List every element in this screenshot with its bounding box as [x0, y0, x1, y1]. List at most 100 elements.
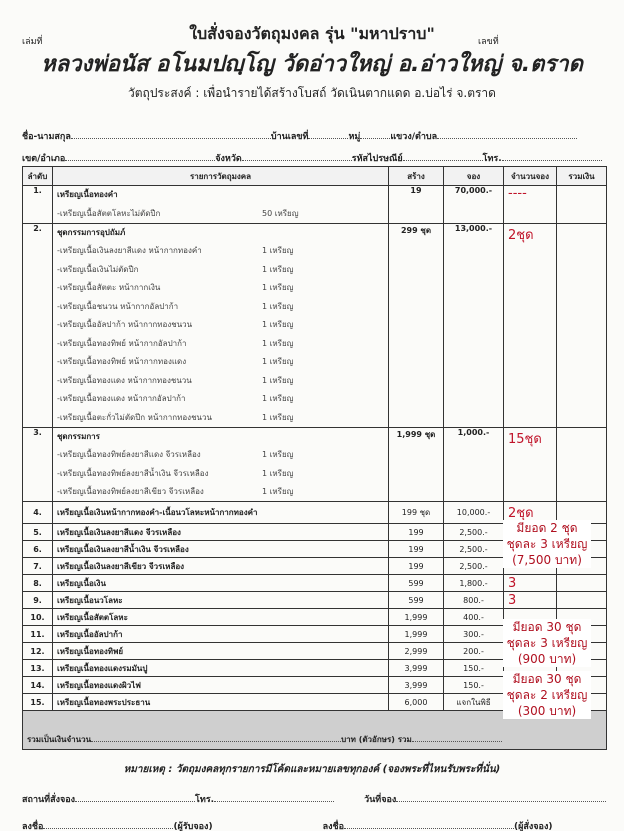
- total-cell: [556, 426, 607, 502]
- postcode-field[interactable]: [402, 151, 483, 161]
- sub-item-name: -เหรียญเนื้อสัตตโลหะไม่ตัดปีก: [57, 208, 161, 218]
- table-row: 1. เหรียญเนื้อทองคำ -เหรียญเนื้อสัตตโลหะไม…: [22, 185, 607, 224]
- footer-phone-label: โทร.: [195, 795, 215, 805]
- orderer-sign-field[interactable]: [344, 819, 514, 829]
- moo-field[interactable]: [360, 129, 391, 139]
- subdistrict-field[interactable]: [437, 129, 578, 139]
- price: 2,500.-: [443, 540, 504, 558]
- item-cell: ชุดกรรมการ -เหรียญเนื้อทองทิพย์ลงยาสีแดง …: [52, 426, 389, 502]
- row-number: 3.: [22, 426, 53, 502]
- table-row: 10. เหรียญเนื้อสัตตโลหะ 1,999 400.-: [22, 608, 607, 626]
- district-label: เขต/อำเภอ: [22, 154, 66, 164]
- price: 2,500.-: [443, 557, 504, 575]
- handwritten-qty: 3: [508, 575, 517, 591]
- table-header: ลำดับ รายการวัตถุมงคล สร้าง จอง จำนวนจอง…: [22, 166, 607, 186]
- annotation-line: ชุดละ 3 เหรียญ: [506, 537, 588, 551]
- handwritten-qty: 3: [508, 592, 517, 608]
- qty-cell: 3: [503, 591, 557, 609]
- item-name: เหรียญเนื้อเงินลงยาสีน้ำเงิน จีวรเหลือง: [52, 540, 389, 558]
- item-name: เหรียญเนื้อทองแดงผิวไฟ: [52, 676, 389, 694]
- sub-item-count: 1 เหรียญ: [262, 487, 294, 497]
- item-name: เหรียญเนื้อทองทิพย์: [52, 642, 389, 660]
- orderer-sign-label: ลงชื่อ: [322, 822, 344, 831]
- sub-item: -เหรียญเนื้ออัลปาก้า หน้ากากทองชนวน 1 เหร…: [57, 316, 384, 335]
- sub-item: -เหรียญเนื้อทองแดง หน้ากากอัลปาก้า 1 เหรี…: [57, 390, 384, 409]
- row-number: 15.: [22, 693, 53, 711]
- sub-item-count: 1 เหรียญ: [262, 394, 294, 404]
- handwritten-qty: 2ชุด: [508, 506, 534, 521]
- name-label: ชื่อ-นามสกุล: [22, 132, 71, 142]
- sub-item-count: 1 เหรียญ: [262, 264, 294, 274]
- col-built: สร้าง: [388, 166, 444, 186]
- built-count: 1,999: [388, 625, 444, 643]
- sub-item: -เหรียญเนื้อชนวน หน้ากากอัลปาก้า 1 เหรียญ: [57, 297, 384, 316]
- order-date-label: วันที่จอง: [364, 795, 397, 805]
- price: 10,000.-: [443, 501, 504, 524]
- sub-item-count: 1 เหรียญ: [262, 283, 294, 293]
- handwritten-annotation: มียอด 2 ชุด ชุดละ 3 เหรียญ (7,500 บาท): [503, 520, 591, 568]
- moo-label: หมู่: [348, 132, 361, 142]
- qty-cell: 3: [503, 574, 557, 592]
- sub-item: -เหรียญเนื้อเงินลงยาสีแดง หน้ากากทองคำ 1 …: [57, 242, 384, 261]
- built-count: 3,999: [388, 659, 444, 677]
- table-row: 3. ชุดกรรมการ -เหรียญเนื้อทองทิพย์ลงยาสีแด…: [22, 426, 607, 502]
- sub-item: -เหรียญเนื้อทองทิพย์ หน้ากากอัลปาก้า 1 เห…: [57, 334, 384, 353]
- sub-item-name: -เหรียญเนื้อทองแดง หน้ากากทองชนวน: [57, 375, 192, 385]
- built-count: 1,999: [388, 608, 444, 626]
- subdistrict-label: แขวง/ตำบล: [390, 132, 438, 142]
- receiver-sign-field[interactable]: [43, 819, 174, 829]
- handwritten-qty: 15ชุด: [508, 431, 542, 447]
- order-date-field[interactable]: [396, 792, 606, 802]
- built-count: 599: [388, 591, 444, 609]
- total-words-label: บาท (ตัวอักษร): [341, 735, 395, 744]
- footer-line-1: สถานที่สั่งจอง โทร. วันที่จอง: [22, 792, 606, 806]
- house-no-label: บ้านเลขที่: [270, 132, 309, 142]
- name-field[interactable]: [70, 129, 271, 139]
- sub-item: -เหรียญเนื้อทองทิพย์ลงยาสีแดง จีวรเหลือง…: [57, 446, 384, 465]
- built-count: 199 ชุด: [388, 501, 444, 524]
- item-cell: ชุดกรรมการอุปถัมภ์ -เหรียญเนื้อเงินลงยาสี…: [52, 222, 389, 428]
- number-label: เลขที่: [478, 37, 499, 47]
- item-name: เหรียญเนื้อทองคำ: [57, 190, 118, 199]
- built-count: 199: [388, 540, 444, 558]
- item-name: เหรียญเนื้อทองพระประธาน: [52, 693, 389, 711]
- total-cell: [556, 222, 607, 428]
- order-place-label: สถานที่สั่งจอง: [22, 795, 76, 805]
- sub-item: -เหรียญเนื้อเงินไม่ตัดปีก 1 เหรียญ: [57, 260, 384, 279]
- total-cell: [556, 591, 607, 609]
- total-amount-field[interactable]: [91, 732, 342, 742]
- row-number: 13.: [22, 659, 53, 677]
- built-count: 19: [388, 185, 444, 224]
- sub-item-count: 1 เหรียญ: [262, 375, 294, 385]
- receiver-label: (ผู้รับจอง): [173, 822, 213, 831]
- handwritten-annotation: มียอด 30 ชุด ชุดละ 2 เหรียญ (300 บาท): [503, 671, 591, 719]
- price: 150.-: [443, 676, 504, 694]
- handwritten-annotation: มียอด 30 ชุด ชุดละ 3 เหรียญ (900 บาท): [503, 619, 591, 667]
- sub-item-name: -เหรียญเนื้อทองแดง หน้ากากอัลปาก้า: [57, 394, 186, 404]
- house-no-field[interactable]: [308, 129, 349, 139]
- phone-field[interactable]: [501, 151, 602, 161]
- district-field[interactable]: [65, 151, 216, 161]
- footer-phone-field[interactable]: [214, 792, 335, 802]
- sub-item-count: 1 เหรียญ: [262, 246, 294, 256]
- item-name: เหรียญเนื้อเงินลงยาสีแดง จีวรเหลือง: [52, 523, 389, 541]
- annotation-line: มียอด 30 ชุด: [512, 620, 582, 634]
- item-name: เหรียญเนื้อเงินลงยาสีเขียว จีวรเหลือง: [52, 557, 389, 575]
- sub-item-name: -เหรียญเนื้อชนวน หน้ากากอัลปาก้า: [57, 301, 179, 311]
- sub-item-name: -เหรียญเนื้ออัลปาก้า หน้ากากทองชนวน: [57, 320, 193, 330]
- total-sum-field[interactable]: [411, 732, 502, 742]
- postcode-label: รหัสไปรษณีย์: [351, 154, 403, 164]
- total-cell: [556, 574, 607, 592]
- order-place-field[interactable]: [75, 792, 196, 802]
- sub-item-count: 1 เหรียญ: [262, 468, 294, 478]
- province-field[interactable]: [241, 151, 352, 161]
- sub-item: -เหรียญเนื้อทองทิพย์ลงยาสีเขียว จีวรเหลื…: [57, 483, 384, 502]
- table-row: 9. เหรียญเนื้อนวโลหะ 599 800.- 3: [22, 591, 607, 609]
- table-row: 2. ชุดกรรมการอุปถัมภ์ -เหรียญเนื้อเงินลงยา…: [22, 222, 607, 428]
- qty-cell: 15ชุด: [503, 426, 557, 502]
- sub-item-count: 1 เหรียญ: [262, 338, 294, 348]
- sub-item-name: -เหรียญเนื้อเงินไม่ตัดปีก: [57, 264, 139, 274]
- qty-cell: ----: [503, 185, 557, 224]
- price: 70,000.-: [443, 185, 504, 224]
